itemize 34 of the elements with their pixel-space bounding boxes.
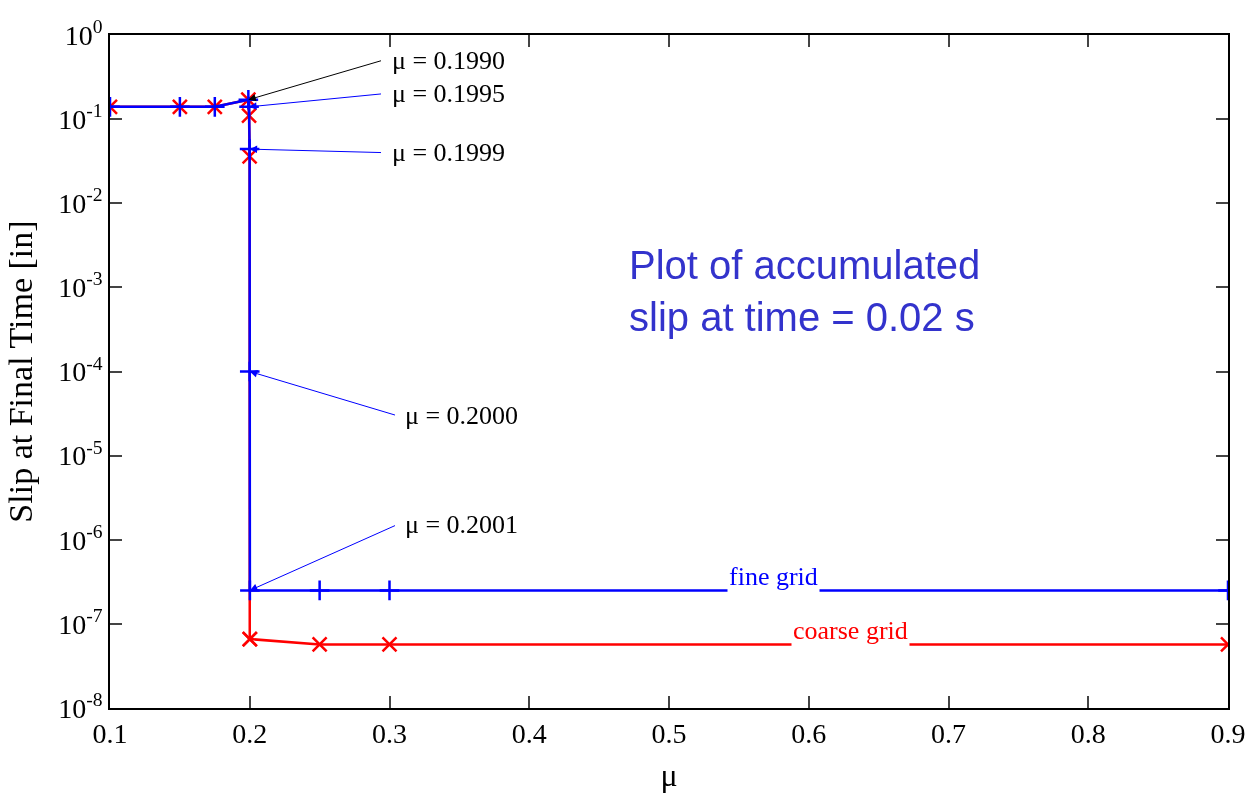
point — [308, 579, 331, 602]
x-tick-label: 0.3 — [372, 718, 407, 750]
series-label: coarse grid — [793, 616, 908, 645]
annotation: μ = 0.2000 — [405, 401, 519, 430]
point — [238, 579, 261, 602]
y-tick-label: 10$^{0}$ — [64, 16, 103, 51]
x-tick-label: 0.9 — [1210, 718, 1246, 750]
x-tick-label: 0.4 — [511, 718, 547, 750]
point — [311, 636, 328, 653]
annotation: μ = 0.1995 — [392, 79, 506, 108]
y-tick-label: 10$^{-3}$ — [58, 268, 103, 304]
series-label: fine grid — [729, 562, 818, 591]
point — [378, 579, 401, 602]
point — [238, 138, 261, 161]
annotation: μ = 0.2001 — [405, 510, 519, 539]
annotation: Plot of accumulated slip at time = 0.02 s — [629, 243, 981, 339]
y-tick-label: 10$^{-7}$ — [58, 604, 103, 640]
point — [238, 95, 261, 118]
x-tick-label: 0.8 — [1070, 718, 1106, 750]
y-tick-label: 10$^{-5}$ — [58, 436, 103, 472]
y-tick-label: 10$^{-2}$ — [58, 184, 103, 220]
x-tick-label: 0.6 — [791, 718, 827, 750]
y-tick-label: 10$^{-6}$ — [58, 520, 103, 556]
y-tick-label: 10$^{-4}$ — [58, 352, 103, 388]
annotation: μ = 0.1990 — [392, 46, 506, 75]
annotation: μ = 0.1999 — [392, 138, 506, 167]
y-axis-title: Slip at Final Time [in] — [2, 220, 40, 523]
x-tick-label: 0.5 — [651, 718, 687, 750]
x-tick-label: 0.2 — [232, 718, 268, 750]
point — [381, 636, 398, 653]
point — [238, 360, 261, 383]
y-tick-label: 10$^{-1}$ — [58, 100, 103, 135]
x-tick-label: 0.7 — [931, 718, 966, 750]
x-axis-title: μ — [660, 756, 678, 793]
